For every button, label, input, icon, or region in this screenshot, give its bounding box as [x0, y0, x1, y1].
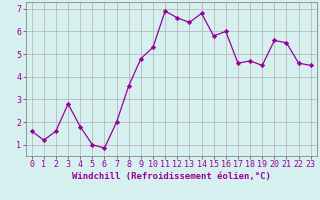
X-axis label: Windchill (Refroidissement éolien,°C): Windchill (Refroidissement éolien,°C): [72, 172, 271, 181]
